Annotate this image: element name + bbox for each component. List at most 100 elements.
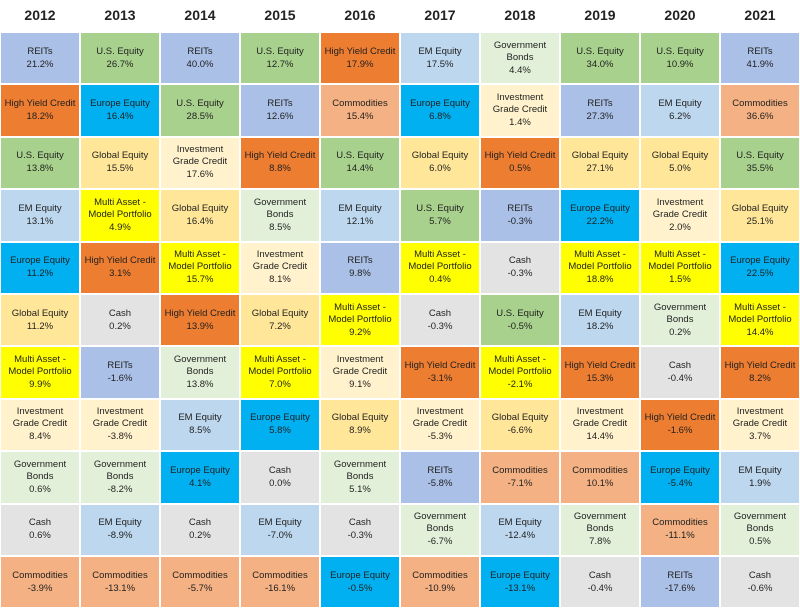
return-value: 9.9%	[29, 379, 51, 391]
return-cell: Global Equity 5.0%	[640, 136, 720, 190]
return-cell: U.S. Equity -0.5%	[480, 294, 560, 347]
return-value: -1.6%	[667, 425, 693, 437]
asset-name: Global Equity	[491, 412, 549, 424]
return-value: -5.7%	[187, 582, 213, 594]
return-cell: Investment Grade Credit 8.4%	[0, 398, 80, 452]
return-value: 7.8%	[589, 536, 611, 548]
return-cell: Multi Asset - Model Portfolio 4.9%	[80, 189, 160, 242]
return-cell: Commodities -13.1%	[80, 556, 160, 609]
return-cell: Government Bonds 0.6%	[0, 451, 80, 504]
asset-name: Multi Asset - Model Portfolio	[648, 249, 712, 273]
asset-name: Investment Grade Credit	[412, 406, 468, 430]
return-cell: Investment Grade Credit 2.0%	[640, 189, 720, 242]
asset-name: Cash	[28, 517, 52, 529]
return-value: 6.8%	[429, 111, 451, 123]
return-cell: Global Equity 15.5%	[80, 136, 160, 190]
return-cell: Multi Asset - Model Portfolio 18.8%	[560, 241, 640, 294]
return-cell: Government Bonds 13.8%	[160, 346, 240, 399]
return-value: -8.2%	[107, 483, 133, 495]
year-header: 2017	[424, 7, 456, 23]
return-cell: REITs 27.3%	[560, 84, 640, 137]
return-value: 0.6%	[29, 483, 51, 495]
return-value: -6.7%	[427, 536, 453, 548]
return-value: 15.7%	[186, 274, 214, 286]
return-value: 17.9%	[346, 58, 374, 70]
return-cell: Multi Asset - Model Portfolio 14.4%	[720, 294, 800, 347]
asset-name: Commodities	[12, 569, 68, 581]
year-header: 2020	[664, 7, 696, 23]
return-cell: Global Equity 8.9%	[320, 398, 400, 452]
asset-name: Global Equity	[731, 202, 789, 214]
return-cell: Investment Grade Credit 14.4%	[560, 398, 640, 452]
asset-name: EM Equity	[418, 45, 462, 57]
asset-name: Cash	[588, 569, 612, 581]
return-value: 0.5%	[749, 536, 771, 548]
return-cell: High Yield Credit 3.1%	[80, 241, 160, 294]
return-cell: Global Equity 11.2%	[0, 294, 80, 347]
return-value: 7.0%	[269, 379, 291, 391]
return-cell: Commodities 10.1%	[560, 451, 640, 504]
return-cell: High Yield Credit 13.9%	[160, 294, 240, 347]
return-cell: Europe Equity 4.1%	[160, 451, 240, 504]
asset-name: REITs	[587, 98, 613, 110]
return-value: -12.4%	[504, 530, 536, 542]
asset-name: High Yield Credit	[244, 150, 316, 162]
asset-name: High Yield Credit	[84, 255, 156, 267]
return-value: -0.3%	[507, 268, 533, 280]
return-value: -5.3%	[427, 431, 453, 443]
return-value: -3.1%	[427, 373, 453, 385]
return-cell: Cash -0.4%	[640, 346, 720, 399]
return-cell: Cash 0.0%	[240, 451, 320, 504]
asset-name: Commodities	[412, 569, 468, 581]
asset-name: U.S. Equity	[96, 45, 144, 57]
year-header: 2014	[184, 7, 216, 23]
asset-name: EM Equity	[578, 307, 622, 319]
return-value: -0.6%	[747, 582, 773, 594]
return-cell: Multi Asset - Model Portfolio 1.5%	[640, 241, 720, 294]
asset-name: Global Equity	[651, 150, 709, 162]
return-cell: REITs 12.6%	[240, 84, 320, 137]
return-value: 18.2%	[586, 320, 614, 332]
asset-name: High Yield Credit	[4, 98, 76, 110]
return-value: 14.4%	[346, 163, 374, 175]
return-value: -10.9%	[424, 582, 456, 594]
return-value: 6.0%	[429, 163, 451, 175]
asset-name: U.S. Equity	[576, 45, 624, 57]
return-value: -11.1%	[665, 530, 695, 542]
return-value: 14.4%	[746, 326, 774, 338]
return-cell: Government Bonds 4.4%	[480, 32, 560, 85]
return-value: 27.1%	[586, 163, 614, 175]
return-cell: Europe Equity 6.8%	[400, 84, 480, 137]
asset-name: High Yield Credit	[324, 45, 396, 57]
asset-name: Europe Equity	[650, 464, 710, 476]
asset-name: REITs	[267, 98, 293, 110]
return-cell: U.S. Equity 14.4%	[320, 136, 400, 190]
return-value: -7.0%	[267, 530, 293, 542]
return-value: -16.1%	[264, 582, 296, 594]
return-value: 9.2%	[349, 326, 371, 338]
asset-name: Global Equity	[331, 412, 389, 424]
asset-name: Global Equity	[251, 307, 309, 319]
return-value: 36.6%	[746, 111, 774, 123]
return-cell: High Yield Credit -3.1%	[400, 346, 480, 399]
return-value: 7.2%	[269, 320, 291, 332]
year-header: 2019	[584, 7, 616, 23]
return-value: 8.8%	[269, 163, 291, 175]
return-value: 14.4%	[586, 431, 614, 443]
return-value: 5.0%	[669, 163, 691, 175]
return-value: 13.8%	[186, 379, 214, 391]
return-value: 8.4%	[29, 431, 51, 443]
return-value: 1.4%	[509, 117, 531, 129]
return-value: 9.1%	[349, 379, 371, 391]
return-value: 26.7%	[106, 58, 134, 70]
asset-name: Commodities	[492, 464, 548, 476]
return-cell: Commodities -7.1%	[480, 451, 560, 504]
asset-name: Multi Asset - Model Portfolio	[328, 301, 392, 325]
return-value: 13.8%	[26, 163, 54, 175]
return-value: 12.7%	[266, 58, 294, 70]
return-cell: Commodities -10.9%	[400, 556, 480, 609]
asset-name: Commodities	[572, 464, 628, 476]
return-value: 6.2%	[669, 111, 691, 123]
asset-name: Government Bonds	[333, 458, 387, 482]
return-value: -0.3%	[427, 320, 453, 332]
